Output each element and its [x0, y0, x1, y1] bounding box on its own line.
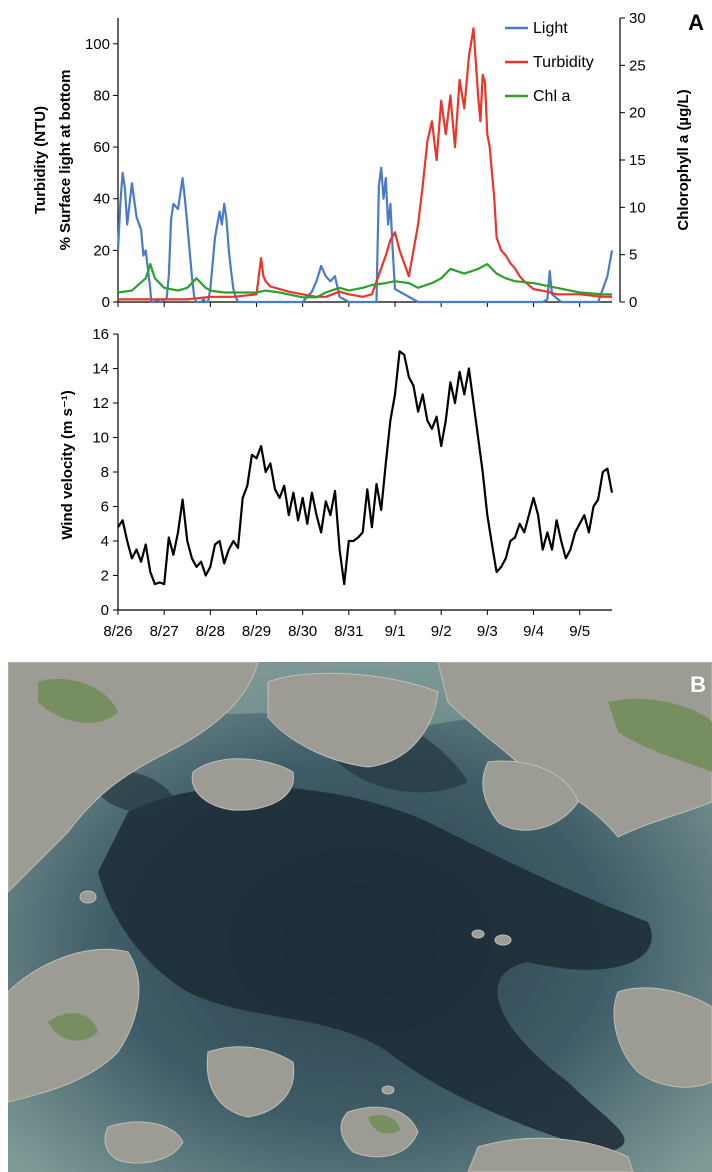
top-chart-axes: 0 20 40 60 80 100 0 5 10 15 20 25 30	[85, 10, 646, 311]
wind-y-tick-label: 10	[92, 430, 109, 447]
wind-chart-series	[117, 350, 614, 586]
wind-x-tick-label: 8/31	[334, 623, 363, 640]
top-left-tick-label: 20	[93, 242, 110, 259]
top-right-tick-label: 20	[629, 105, 646, 122]
wind-x-tick-label: 8/29	[242, 623, 271, 640]
legend-label: Turbidity	[533, 54, 594, 71]
wind-y-label: Wind velocity (m s⁻¹)	[59, 390, 76, 539]
wind-x-tick-label: 8/27	[150, 623, 179, 640]
seagrass-meadow	[98, 786, 652, 1152]
top-right-tick-label: 15	[629, 152, 646, 169]
panel-b-label: B	[690, 672, 706, 697]
wind-y-tick-label: 4	[101, 533, 109, 550]
top-left-tick-label: 60	[93, 139, 110, 156]
series-line-wind	[117, 350, 614, 586]
top-y-right-label: Chlorophyll a (µg/L)	[675, 89, 692, 230]
top-right-tick-label: 25	[629, 57, 646, 74]
legend-label: Chl a	[533, 88, 570, 105]
top-left-tick-label: 100	[85, 36, 110, 53]
top-left-tick-label: 80	[93, 87, 110, 104]
wind-chart: 0 2 4 6 8 10 12 14 16 8/26 8/27 8/28 8/29 8/30 8/31 9/1…	[59, 326, 614, 640]
aerial-photo: B	[8, 662, 712, 1172]
top-chart-legend: Light Turbidity Chl a	[505, 20, 594, 105]
top-y-label-light: % Surface light at bottom	[57, 70, 74, 251]
wind-x-tick-label: 9/5	[569, 623, 590, 640]
series-line-chl-a	[117, 263, 612, 299]
top-right-tick-label: 0	[629, 294, 637, 311]
top-chart-series	[116, 27, 614, 304]
wind-y-tick-label: 14	[92, 361, 109, 378]
wind-y-tick-label: 2	[101, 568, 109, 585]
wind-x-tick-label: 8/30	[288, 623, 317, 640]
wind-x-tick-label: 9/2	[431, 623, 452, 640]
top-right-tick-label: 10	[629, 199, 646, 216]
wind-x-tick-label: 9/4	[523, 623, 544, 640]
series-line-light	[116, 166, 614, 304]
wind-y-tick-label: 8	[101, 464, 109, 481]
top-right-tick-label: 5	[629, 247, 637, 264]
top-left-tick-label: 0	[102, 294, 110, 311]
wind-x-tick-label: 9/3	[477, 623, 498, 640]
top-chart: 0 20 40 60 80 100 0 5 10 15 20 25 30 Light Turbidity C…	[32, 10, 692, 311]
wind-chart-axes: 0 2 4 6 8 10 12 14 16 8/26 8/27 8/28 8/29 8/30 8/31 9/1…	[92, 326, 612, 640]
top-right-tick-label: 30	[629, 10, 646, 27]
wind-y-tick-label: 16	[92, 326, 109, 343]
wind-x-tick-label: 8/26	[103, 623, 132, 640]
panel-a-label: A	[688, 10, 704, 35]
vegetation	[38, 678, 712, 1134]
wind-y-tick-label: 6	[101, 499, 109, 516]
top-y-label-turbidity: Turbidity (NTU)	[32, 106, 49, 214]
wind-y-tick-label: 0	[101, 602, 109, 619]
wind-y-tick-label: 12	[92, 395, 109, 412]
top-left-tick-label: 40	[93, 191, 110, 208]
series-line-turbidity	[118, 27, 612, 301]
wind-x-tick-label: 8/28	[196, 623, 225, 640]
legend-label: Light	[533, 20, 568, 37]
wind-x-tick-label: 9/1	[385, 623, 406, 640]
